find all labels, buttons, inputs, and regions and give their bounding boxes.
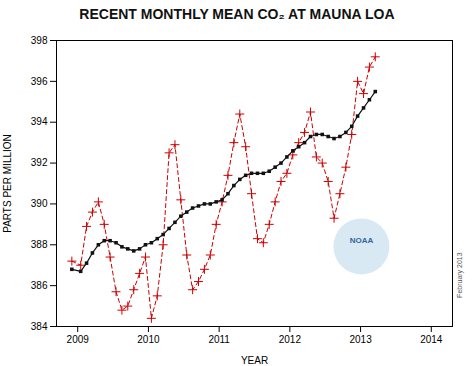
svg-text:YEAR: YEAR	[241, 355, 268, 366]
svg-text:2011: 2011	[208, 334, 230, 345]
svg-text:398: 398	[31, 35, 48, 46]
svg-text:2009: 2009	[67, 334, 90, 345]
svg-text:384: 384	[31, 321, 48, 332]
svg-text:388: 388	[31, 239, 48, 250]
svg-text:2012: 2012	[279, 334, 302, 345]
svg-text:394: 394	[31, 116, 48, 127]
svg-text:February 2013: February 2013	[456, 252, 464, 298]
svg-text:390: 390	[31, 198, 48, 209]
svg-text:2010: 2010	[137, 334, 160, 345]
svg-text:NOAA: NOAA	[350, 236, 374, 245]
svg-text:PARTS PER MILLION: PARTS PER MILLION	[2, 134, 13, 233]
svg-text:2013: 2013	[349, 334, 372, 345]
html-text:RECENT MONTHLY MEAN CO₂ AT MAU: RECENT MONTHLY MEAN CO₂ AT MAUNA LOA	[79, 6, 395, 22]
svg-text:392: 392	[31, 157, 48, 168]
svg-text:2014: 2014	[420, 334, 443, 345]
svg-text:396: 396	[31, 76, 48, 87]
svg-text:386: 386	[31, 280, 48, 291]
